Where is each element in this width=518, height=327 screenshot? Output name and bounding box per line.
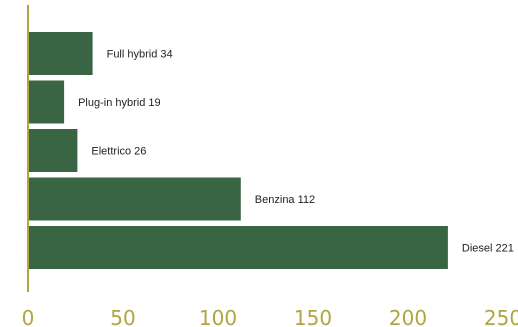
bar-plug-in-hybrid: [28, 80, 65, 124]
bar-benzina: [28, 177, 241, 221]
x-axis-ticks: 0 50 100 150 200 250: [22, 306, 518, 327]
bar-elettrico: [28, 129, 78, 172]
x-tick-label: 50: [110, 306, 135, 327]
bar-label: Benzina 112: [255, 194, 315, 206]
bar-diesel: [28, 226, 448, 269]
bar-label: Full hybrid 34: [107, 49, 173, 61]
bar-label: Diesel 221: [462, 243, 514, 255]
bar-full-hybrid: [28, 32, 93, 75]
bars-layer: [28, 32, 448, 269]
bar-labels-layer: Full hybrid 34 Plug-in hybrid 19 Elettrico…: [78, 49, 514, 255]
x-tick-label: 250: [484, 306, 518, 327]
x-tick-label: 200: [389, 306, 427, 327]
bar-label: Plug-in hybrid 19: [78, 97, 161, 109]
x-tick-label: 150: [294, 306, 332, 327]
x-tick-label: 100: [199, 306, 237, 327]
bar-label: Elettrico 26: [91, 146, 146, 158]
x-tick-label: 0: [22, 306, 35, 327]
